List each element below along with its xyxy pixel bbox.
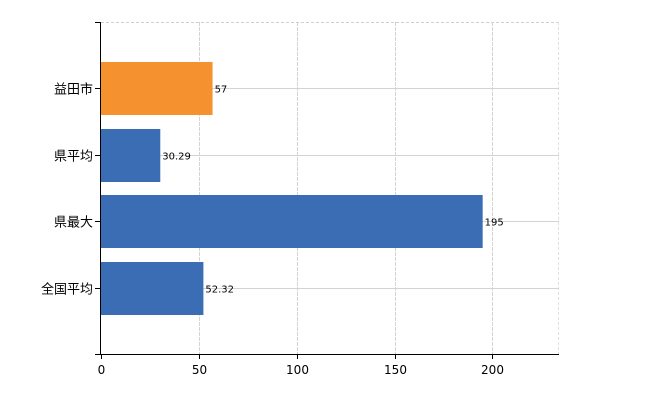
data-label: 30.29 — [162, 152, 191, 163]
bar-0 — [101, 62, 213, 115]
x-tick-label: 50 — [192, 363, 207, 377]
y-tick-label: 県平均 — [54, 150, 93, 165]
data-label: 195 — [485, 218, 504, 229]
x-tick-label: 100 — [286, 363, 309, 377]
bar-3 — [101, 262, 204, 315]
x-tick-label: 0 — [98, 363, 106, 377]
bar-1 — [101, 129, 161, 182]
y-tick-label: 県最大 — [54, 216, 93, 231]
x-tick-label: 200 — [481, 363, 504, 377]
bar-2 — [101, 195, 483, 248]
y-tick-label: 全国平均 — [41, 282, 93, 298]
y-tick-label: 益田市 — [54, 82, 93, 98]
x-tick-label: 150 — [384, 363, 407, 377]
data-label: 52.32 — [205, 285, 234, 296]
data-label: 57 — [215, 85, 228, 96]
